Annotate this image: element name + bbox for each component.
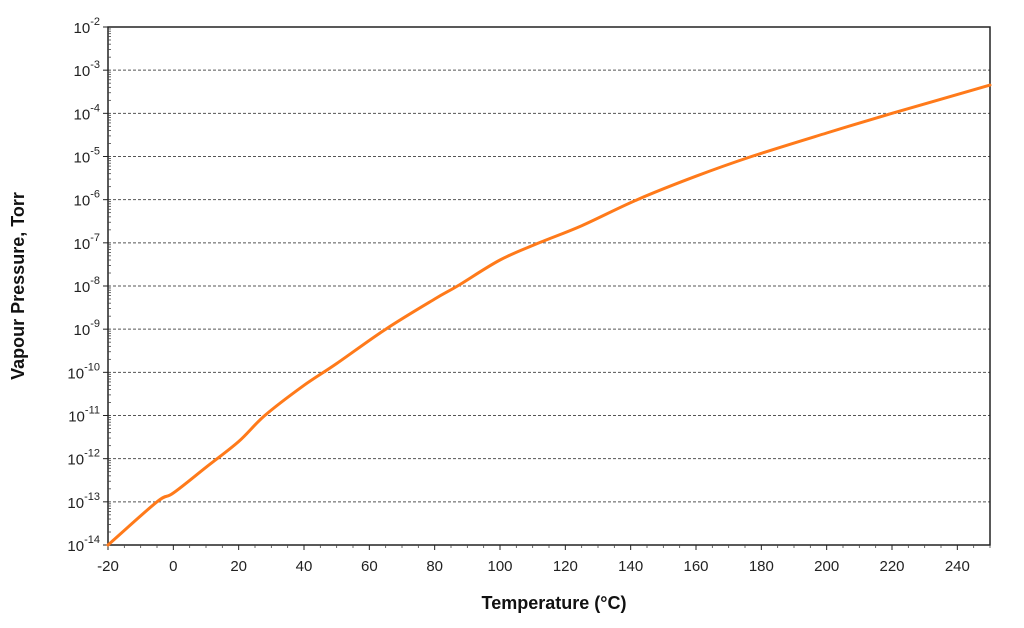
y-tick-label: 10-6 <box>74 189 100 210</box>
y-tick-label: 10-2 <box>74 16 100 37</box>
vapour-pressure-curve <box>106 83 992 547</box>
x-tick-label: 140 <box>618 558 643 575</box>
x-tick-label: 240 <box>945 558 970 575</box>
x-tick-label: 60 <box>361 558 378 575</box>
x-tick-label: 220 <box>879 558 904 575</box>
x-tick-label: 100 <box>487 558 512 575</box>
x-tick-label: 120 <box>553 558 578 575</box>
y-tick-label: 10-9 <box>74 318 100 339</box>
gridlines <box>108 69 990 503</box>
x-tick-label: 180 <box>749 558 774 575</box>
y-tick-label: 10-12 <box>67 448 100 469</box>
y-axis-ticks: 10-2 10-3 10-4 10-5 10-6 10-7 10-8 10-9 10-10 10-… <box>67 16 111 555</box>
x-tick-label: 20 <box>230 558 247 575</box>
y-tick-label: 10-7 <box>74 232 100 253</box>
x-tick-label: 80 <box>426 558 443 575</box>
x-tick-label: -20 <box>97 558 119 575</box>
y-tick-label: 10-13 <box>67 491 100 512</box>
y-tick-label: 10-5 <box>74 146 100 167</box>
y-tick-label: 10-14 <box>67 534 100 555</box>
y-tick-label: 10-4 <box>74 102 100 123</box>
x-tick-label: 160 <box>683 558 708 575</box>
y-tick-label: 10-11 <box>68 405 100 426</box>
x-axis-title: Temperature (°C) <box>482 593 627 613</box>
x-tick-label: 0 <box>169 558 177 575</box>
y-tick-label: 10-10 <box>67 361 100 382</box>
x-axis-ticks: -20 0 20 40 60 80 100 120 140 160 180 200 220 240 <box>97 545 991 575</box>
x-tick-label: 200 <box>814 558 839 575</box>
y-axis-title: Vapour Pressure, Torr <box>8 192 28 380</box>
x-tick-label: 40 <box>296 558 313 575</box>
y-tick-label: 10-8 <box>74 275 100 296</box>
y-tick-label: 10-3 <box>74 59 100 80</box>
